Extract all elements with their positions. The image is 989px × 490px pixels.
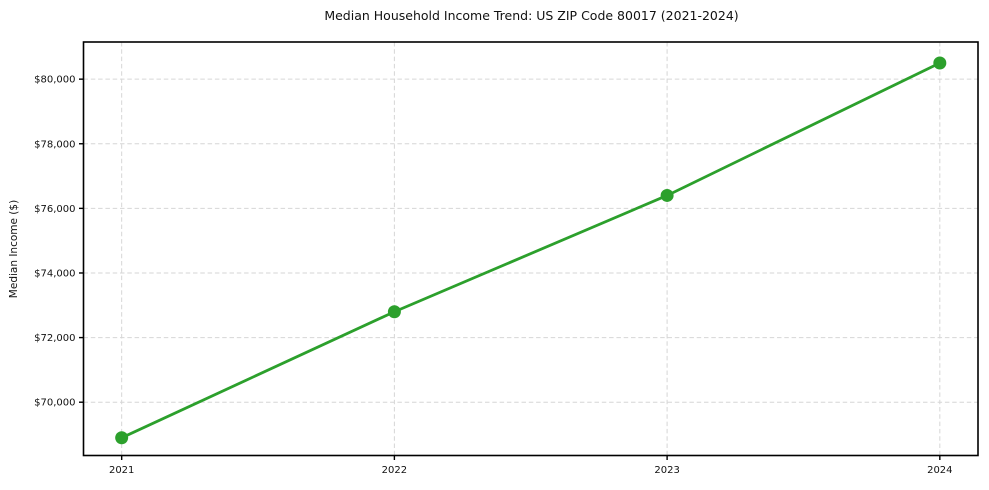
data-point-marker bbox=[115, 431, 129, 445]
data-point-marker bbox=[660, 188, 674, 202]
y-tick-label: $78,000 bbox=[34, 139, 75, 150]
data-point-marker bbox=[933, 56, 947, 70]
trend-line bbox=[120, 61, 942, 440]
y-tick-label: $76,000 bbox=[34, 204, 75, 215]
chart-title: Median Household Income Trend: US ZIP Co… bbox=[324, 8, 739, 23]
y-tick-label: $74,000 bbox=[34, 268, 75, 279]
x-tick-label: 2024 bbox=[927, 465, 952, 476]
y-tick-label: $70,000 bbox=[34, 398, 75, 409]
x-tick-label: 2023 bbox=[654, 465, 679, 476]
x-tick-label: 2021 bbox=[109, 465, 134, 476]
y-tick-label: $80,000 bbox=[34, 75, 75, 86]
plot-border bbox=[82, 41, 979, 457]
x-tick-label: 2022 bbox=[382, 465, 407, 476]
data-point-marker bbox=[387, 305, 401, 319]
y-tick-label: $72,000 bbox=[34, 333, 75, 344]
